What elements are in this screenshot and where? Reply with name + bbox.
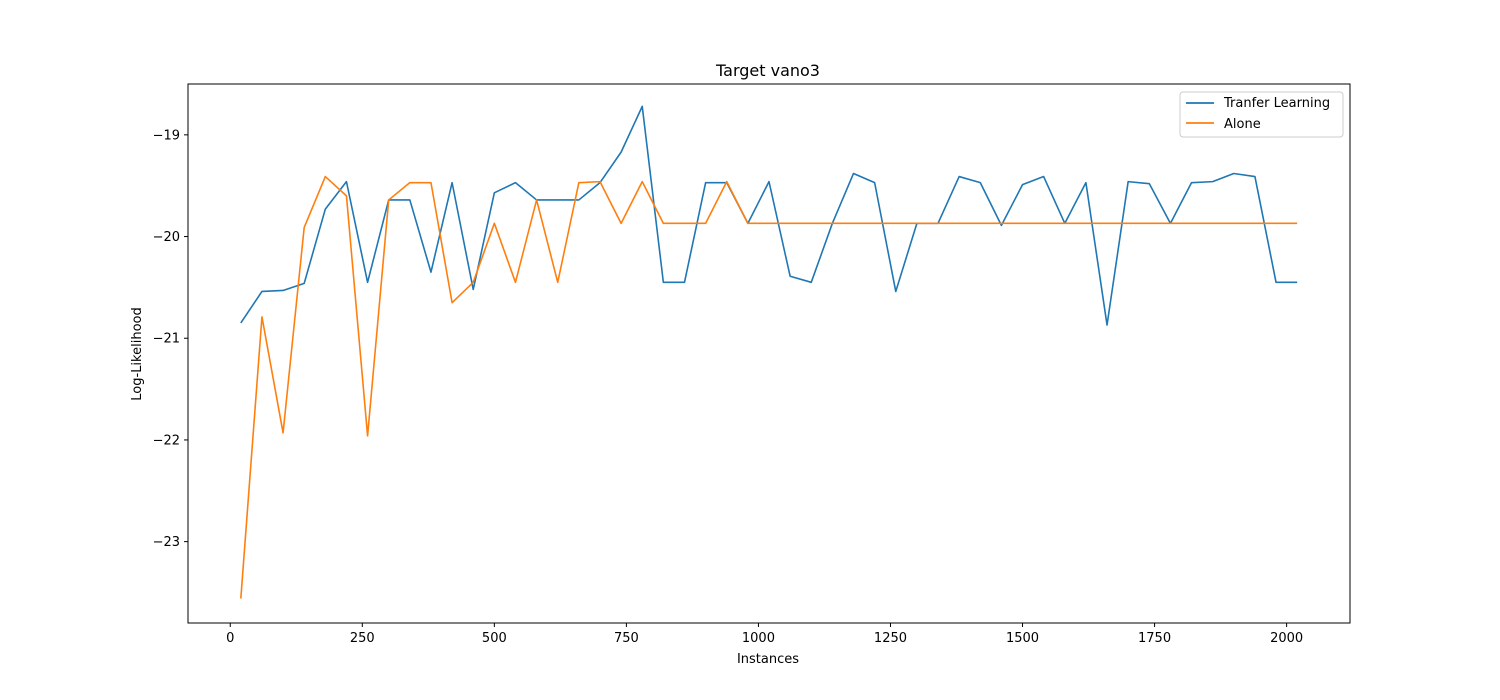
legend-label-alone: Alone (1224, 117, 1261, 132)
x-tick-label: 750 (614, 631, 639, 646)
y-axis: −23 −22 −21 −20 −19 (153, 128, 188, 550)
x-tick-label: 500 (482, 631, 507, 646)
y-axis-label: Log-Likelihood (130, 307, 145, 400)
x-tick-label: 1750 (1138, 631, 1171, 646)
x-tick-label: 0 (226, 631, 234, 646)
x-tick-label: 2000 (1270, 631, 1303, 646)
legend-label-tranfer-learning: Tranfer Learning (1223, 96, 1330, 111)
y-tick-label: −21 (153, 332, 180, 347)
x-tick-label: 1000 (742, 631, 775, 646)
legend: Tranfer Learning Alone (1179, 91, 1344, 138)
y-tick-label: −20 (153, 230, 180, 245)
plot-frame (187, 83, 1351, 624)
y-tick-label: −19 (153, 128, 180, 143)
chart-title: Target vano3 (715, 61, 820, 80)
x-axis: 0 250 500 750 1000 1250 1500 1750 2000 (226, 623, 1303, 646)
x-tick-label: 1250 (874, 631, 907, 646)
x-tick-label: 250 (350, 631, 375, 646)
series-line-alone (240, 175, 1298, 599)
x-axis-label: Instances (737, 652, 799, 667)
y-tick-label: −23 (153, 535, 180, 550)
series-line-tranfer-learning (240, 105, 1298, 326)
series-layer (240, 105, 1298, 599)
legend-box (1179, 91, 1344, 138)
y-tick-label: −22 (153, 433, 180, 448)
x-tick-label: 1500 (1006, 631, 1039, 646)
